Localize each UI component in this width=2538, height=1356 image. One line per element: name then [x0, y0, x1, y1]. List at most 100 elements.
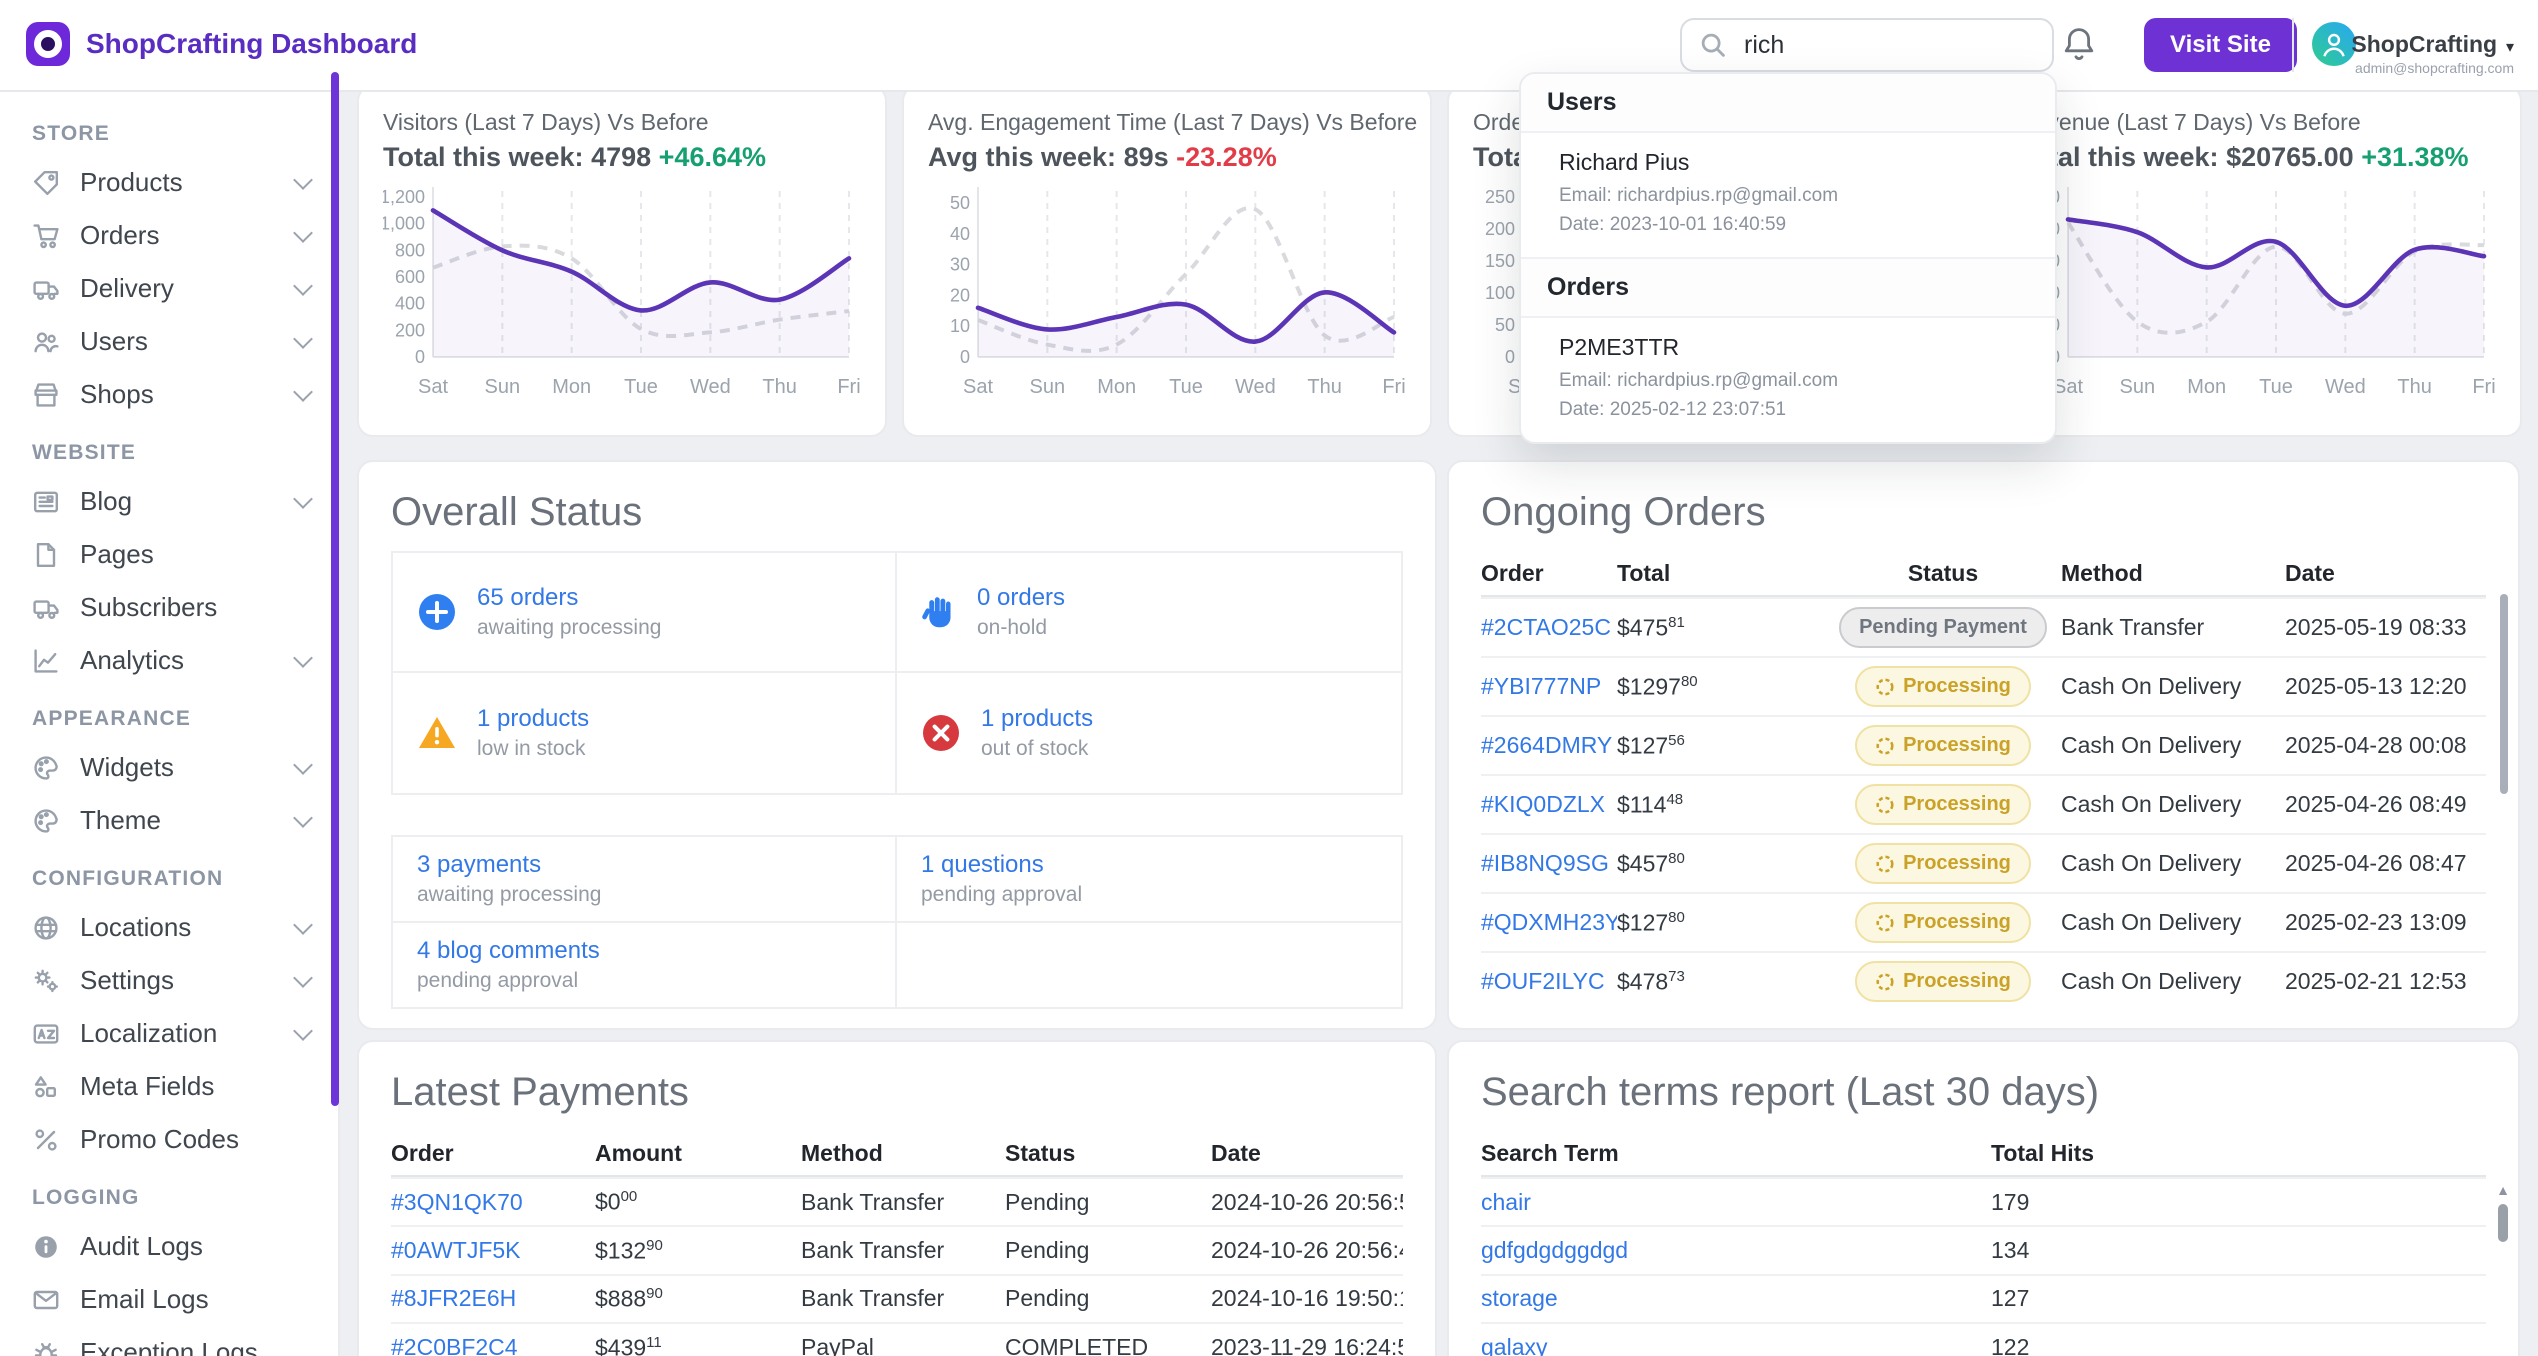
sidebar-item-analytics[interactable]: Analytics [0, 634, 338, 687]
sidebar-item-locations[interactable]: Locations [0, 901, 338, 954]
table-row: gdfgdgdggdgd 134 [1481, 1225, 2486, 1273]
account-name: ShopCrafting [2351, 31, 2497, 57]
svg-text:Wed: Wed [690, 376, 731, 397]
notifications-bell-icon[interactable] [2062, 26, 2096, 72]
status-link[interactable]: 1 products [477, 705, 589, 733]
truck-icon [32, 594, 60, 622]
search-term-link[interactable]: galaxy [1481, 1334, 1547, 1356]
chart-title: Avg. Engagement Time (Last 7 Days) Vs Be… [928, 109, 1406, 136]
payment-order-link[interactable]: #3QN1QK70 [391, 1189, 523, 1215]
order-method: Cash On Delivery [2061, 909, 2285, 936]
status-link[interactable]: 1 questions [921, 851, 1377, 879]
status-item: 0 orderson-hold [897, 553, 1401, 673]
sidebar-item-users[interactable]: Users [0, 315, 338, 368]
brand[interactable]: ShopCrafting Dashboard [26, 22, 417, 66]
shapes-icon [32, 1073, 60, 1101]
chevron-down-icon [293, 489, 313, 509]
status-link[interactable]: 4 blog comments [417, 937, 871, 965]
chevron-down-icon [293, 382, 313, 402]
order-link[interactable]: #YBI777NP [1481, 673, 1601, 699]
sidebar-item-label: Audit Logs [80, 1231, 203, 1262]
payment-order-link[interactable]: #8JFR2E6H [391, 1285, 516, 1311]
sidebar-item-exception-logs[interactable]: Exception Logs [0, 1326, 338, 1356]
status-link[interactable]: 1 products [981, 705, 1093, 733]
order-link[interactable]: #QDXMH23Y [1481, 909, 1617, 935]
result-date: Date: 2023-10-01 16:40:59 [1559, 211, 2017, 240]
result-date: Date: 2025-02-12 23:07:51 [1559, 396, 2017, 425]
column-header: Total Hits [1991, 1140, 2486, 1167]
avatar[interactable] [2312, 22, 2356, 66]
status-link[interactable]: 65 orders [477, 584, 661, 612]
sidebar-item-delivery[interactable]: Delivery [0, 262, 338, 315]
column-header: Status [1005, 1140, 1211, 1167]
term-hits: 134 [1991, 1237, 2486, 1264]
sidebar-item-subscribers[interactable]: Subscribers [0, 581, 338, 634]
palette-icon [32, 754, 60, 782]
sidebar-item-label: Meta Fields [80, 1071, 214, 1102]
column-header: Order [391, 1140, 595, 1167]
chart-title: Visitors (Last 7 Days) Vs Before [383, 109, 861, 136]
status-link[interactable]: 0 orders [977, 584, 1065, 612]
table-row: #2C0BF2C4$43911PayPalCOMPLETED2023-11-29… [391, 1322, 1403, 1356]
svg-text:Tue: Tue [624, 376, 658, 397]
payment-status: Pending [1005, 1237, 1211, 1264]
order-link[interactable]: #OUF2ILYC [1481, 968, 1605, 994]
sidebar-item-products[interactable]: Products [0, 156, 338, 209]
payment-order-link[interactable]: #2C0BF2C4 [391, 1334, 518, 1356]
sidebar-item-audit-logs[interactable]: Audit Logs [0, 1220, 338, 1273]
sidebar-item-orders[interactable]: Orders [0, 209, 338, 262]
search-term-link[interactable]: storage [1481, 1285, 1558, 1311]
store-icon [32, 381, 60, 409]
sidebar-item-widgets[interactable]: Widgets [0, 741, 338, 794]
sidebar-item-settings[interactable]: Settings [0, 954, 338, 1007]
sidebar-item-localization[interactable]: Localization [0, 1007, 338, 1060]
order-method: Bank Transfer [2061, 614, 2285, 641]
table-row: #2664DMRY$12756ProcessingCash On Deliver… [1481, 715, 2486, 774]
order-link[interactable]: #2CTAO25C [1481, 614, 1611, 640]
search-term-link[interactable]: gdfgdgdggdgd [1481, 1237, 1628, 1263]
visit-site-button[interactable]: Visit Site [2144, 18, 2297, 72]
dropdown-order-result[interactable]: P2ME3TTR Email: richardpius.rp@gmail.com… [1521, 318, 2055, 442]
sidebar-item-email-logs[interactable]: Email Logs [0, 1273, 338, 1326]
svg-text:Thu: Thu [2397, 376, 2431, 397]
search-input[interactable] [1740, 29, 2034, 62]
engagement-line-chart: 01020304050SatSunMonTueWedThuFri [928, 181, 1406, 405]
sidebar-item-promo-codes[interactable]: Promo Codes [0, 1113, 338, 1166]
sidebar-item-label: Locations [80, 912, 191, 943]
account-menu[interactable]: ShopCrafting ▾ admin@shopcrafting.com [2351, 22, 2514, 77]
column-header: Search Term [1481, 1140, 1991, 1167]
dropdown-section-orders: Orders [1521, 259, 2055, 318]
sidebar-item-meta-fields[interactable]: Meta Fields [0, 1060, 338, 1113]
order-link[interactable]: #KIQ0DZLX [1481, 791, 1605, 817]
svg-text:0: 0 [960, 347, 970, 367]
scroll-up-arrow-icon[interactable]: ▲ [2496, 1182, 2510, 1198]
chevron-down-icon [293, 329, 313, 349]
svg-text:Fri: Fri [2472, 376, 2495, 397]
table-row: #8JFR2E6H$88890Bank TransferPending2024-… [391, 1274, 1403, 1322]
sidebar-scrollbar[interactable] [331, 72, 339, 1106]
sidebar-item-label: Users [80, 326, 148, 357]
sidebar-item-shops[interactable]: Shops [0, 368, 338, 421]
status-grid-secondary: 3 paymentsawaiting processing1 questions… [391, 835, 1403, 1009]
sidebar-item-label: Orders [80, 220, 159, 251]
ongoing-orders-title: Ongoing Orders [1481, 490, 2486, 535]
search-term-link[interactable]: chair [1481, 1189, 1531, 1215]
sidebar-item-theme[interactable]: Theme [0, 794, 338, 847]
order-link[interactable]: #2664DMRY [1481, 732, 1612, 758]
svg-text:1,000: 1,000 [383, 214, 425, 234]
status-link[interactable]: 3 payments [417, 851, 871, 879]
sidebar-item-label: Pages [80, 539, 154, 570]
sidebar-item-blog[interactable]: Blog [0, 475, 338, 528]
search-box[interactable] [1680, 18, 2054, 72]
payment-order-link[interactable]: #0AWTJF5K [391, 1237, 521, 1263]
dropdown-user-result[interactable]: Richard Pius Email: richardpius.rp@gmail… [1521, 133, 2055, 259]
payment-date: 2024-10-16 19:50:16 [1211, 1285, 1403, 1312]
status-item: 1 productsout of stock [897, 673, 1401, 793]
table-row: #OUF2ILYC$47873ProcessingCash On Deliver… [1481, 951, 2486, 1010]
orders-table-scrollbar[interactable] [2500, 594, 2508, 794]
terms-table-scrollbar[interactable] [2498, 1204, 2508, 1242]
chevron-down-icon [293, 1021, 313, 1041]
order-date: 2025-05-19 08:33 [2285, 614, 2486, 641]
order-link[interactable]: #IB8NQ9SG [1481, 850, 1609, 876]
sidebar-item-pages[interactable]: Pages [0, 528, 338, 581]
